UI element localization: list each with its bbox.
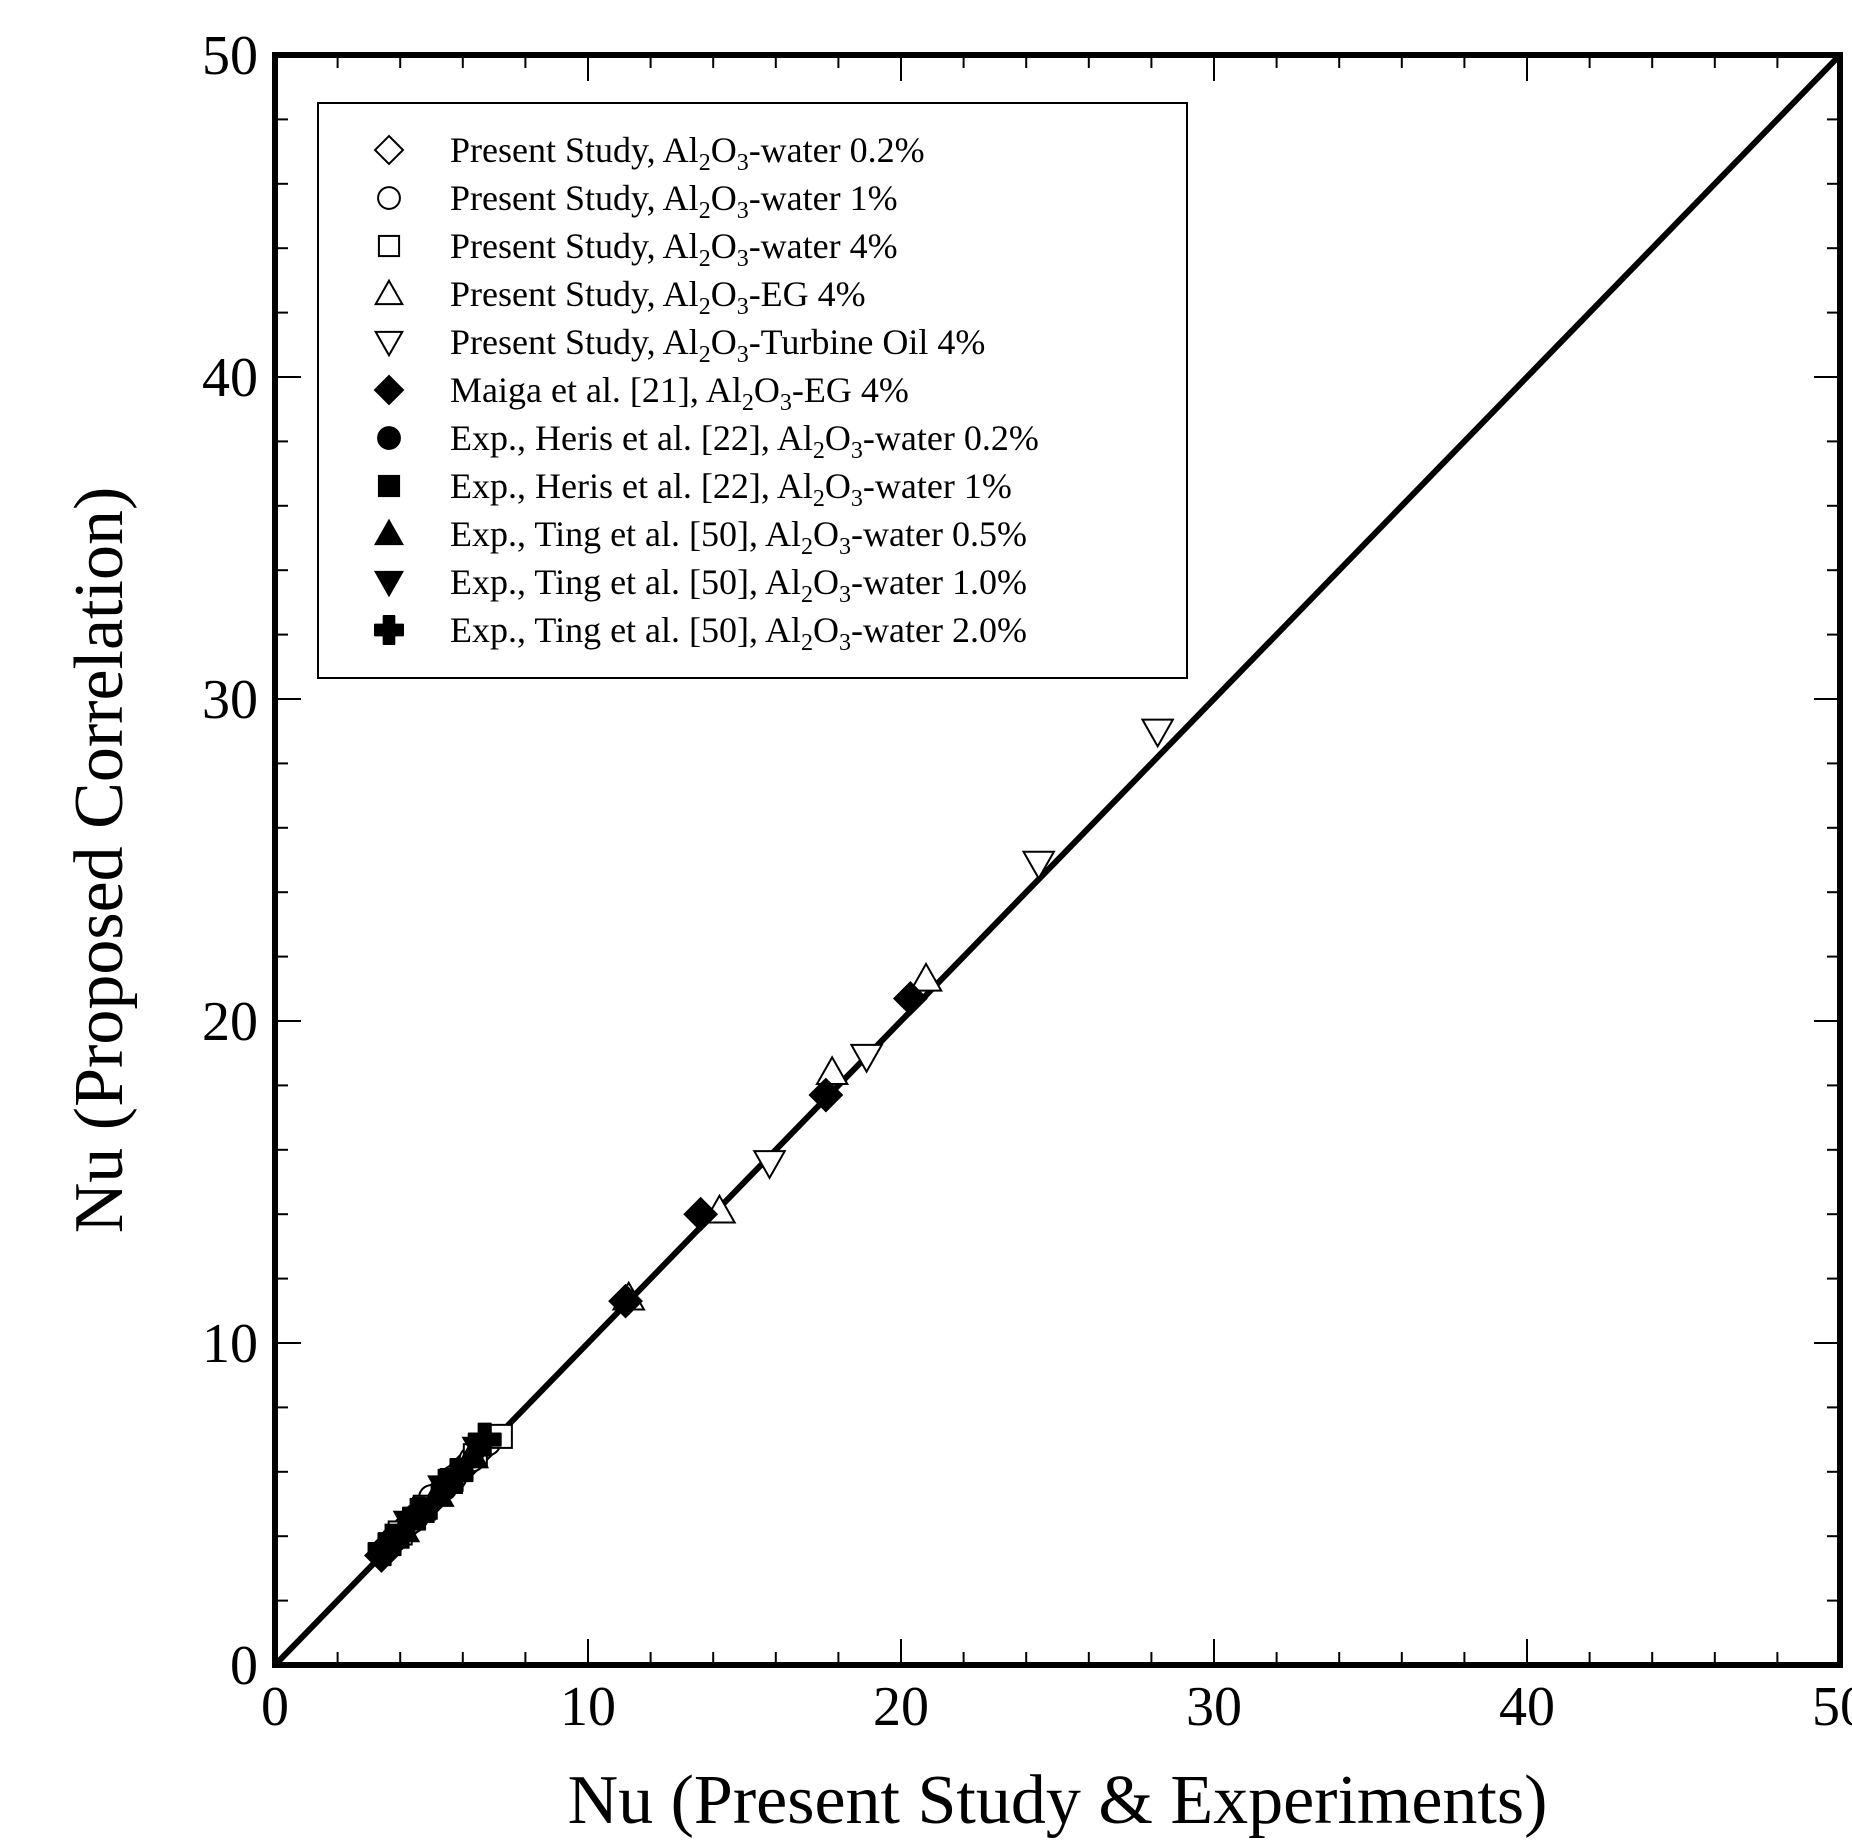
y-tick-label: 10 [202,1313,258,1375]
legend-label: Present Study, Al2O3-EG 4% [450,274,866,320]
legend-label: Exp., Ting et al. [50], Al2O3-water 2.0% [450,610,1027,656]
x-axis-title: Nu (Present Study & Experiments) [568,1762,1548,1839]
legend-marker-diamond-filled [373,374,405,406]
legend-marker-triangle-up-filled [373,518,405,546]
legend-box [317,102,1188,679]
data-point-triangle-down-open [1021,850,1056,881]
y-axis-title: Nu (Proposed Correlation) [61,487,138,1234]
legend-label: Exp., Heris et al. [22], Al2O3-water 1% [450,466,1012,512]
data-point-triangle-down-open [752,1150,787,1180]
legend-marker-triangle-down-open [373,330,405,358]
data-point-diamond-filled [683,1196,719,1232]
x-tick-label: 0 [261,1676,289,1738]
data-point-triangle-down-open [849,1043,884,1074]
legend-label: Exp., Heris et al. [22], Al2O3-water 0.2… [450,418,1039,464]
legend-label: Exp., Ting et al. [50], Al2O3-water 1.0% [450,562,1027,608]
data-point-diamond-filled [892,981,928,1016]
y-tick-label: 40 [202,347,258,409]
y-tick-label: 30 [202,669,258,731]
legend-marker-circle-open [377,186,401,210]
data-point-triangle-up-open [909,961,943,992]
legend-marker-square-filled [377,474,401,498]
tick-labels: 0 10 20 30 40 50 0 10 20 30 40 50 [202,25,1852,1738]
legend-marker-triangle-up-open [373,278,405,306]
y-tick-label: 50 [202,25,258,87]
data-point-cross-filled [439,1458,474,1493]
legend-marker-diamond-open [373,134,405,166]
legend-label: Maiga et al. [21], Al2O3-EG 4% [450,370,909,416]
y-tick-label: 0 [230,1635,258,1697]
x-tick-label: 20 [873,1676,929,1738]
legend-marker-circle-filled [377,426,401,450]
x-tick-label: 10 [560,1676,616,1738]
y-tick-label: 20 [202,991,258,1053]
data-point-diamond-filled [808,1077,844,1113]
legend: Present Study, Al2O3-water 0.2%Present S… [317,102,1188,679]
reference-line-y-equals-x [275,55,1840,1665]
legend-label: Present Study, Al2O3-water 1% [450,178,898,224]
data-point-cross-filled [467,1422,502,1457]
data-point-triangle-down-open [1140,718,1175,749]
legend-label: Present Study, Al2O3-water 0.2% [450,130,925,176]
data-point-cross-filled [367,1532,402,1567]
legend-marker-cross-filled [374,615,404,645]
x-tick-label: 40 [1499,1676,1555,1738]
legend-label: Present Study, Al2O3-water 4% [450,226,898,272]
legend-marker-triangle-down-filled [373,570,405,598]
x-tick-label: 50 [1812,1676,1852,1738]
data-points [364,718,1175,1573]
legend-label: Exp., Ting et al. [50], Al2O3-water 0.5% [450,514,1027,560]
data-point-diamond-filled [608,1283,643,1319]
data-point-cross-filled [401,1496,436,1531]
x-tick-label: 30 [1186,1676,1242,1738]
legend-label: Present Study, Al2O3-Turbine Oil 4% [450,322,985,368]
legend-marker-square-open [377,234,401,258]
plot-area-frame [272,52,1843,1668]
data-point-triangle-up-open [815,1055,850,1086]
